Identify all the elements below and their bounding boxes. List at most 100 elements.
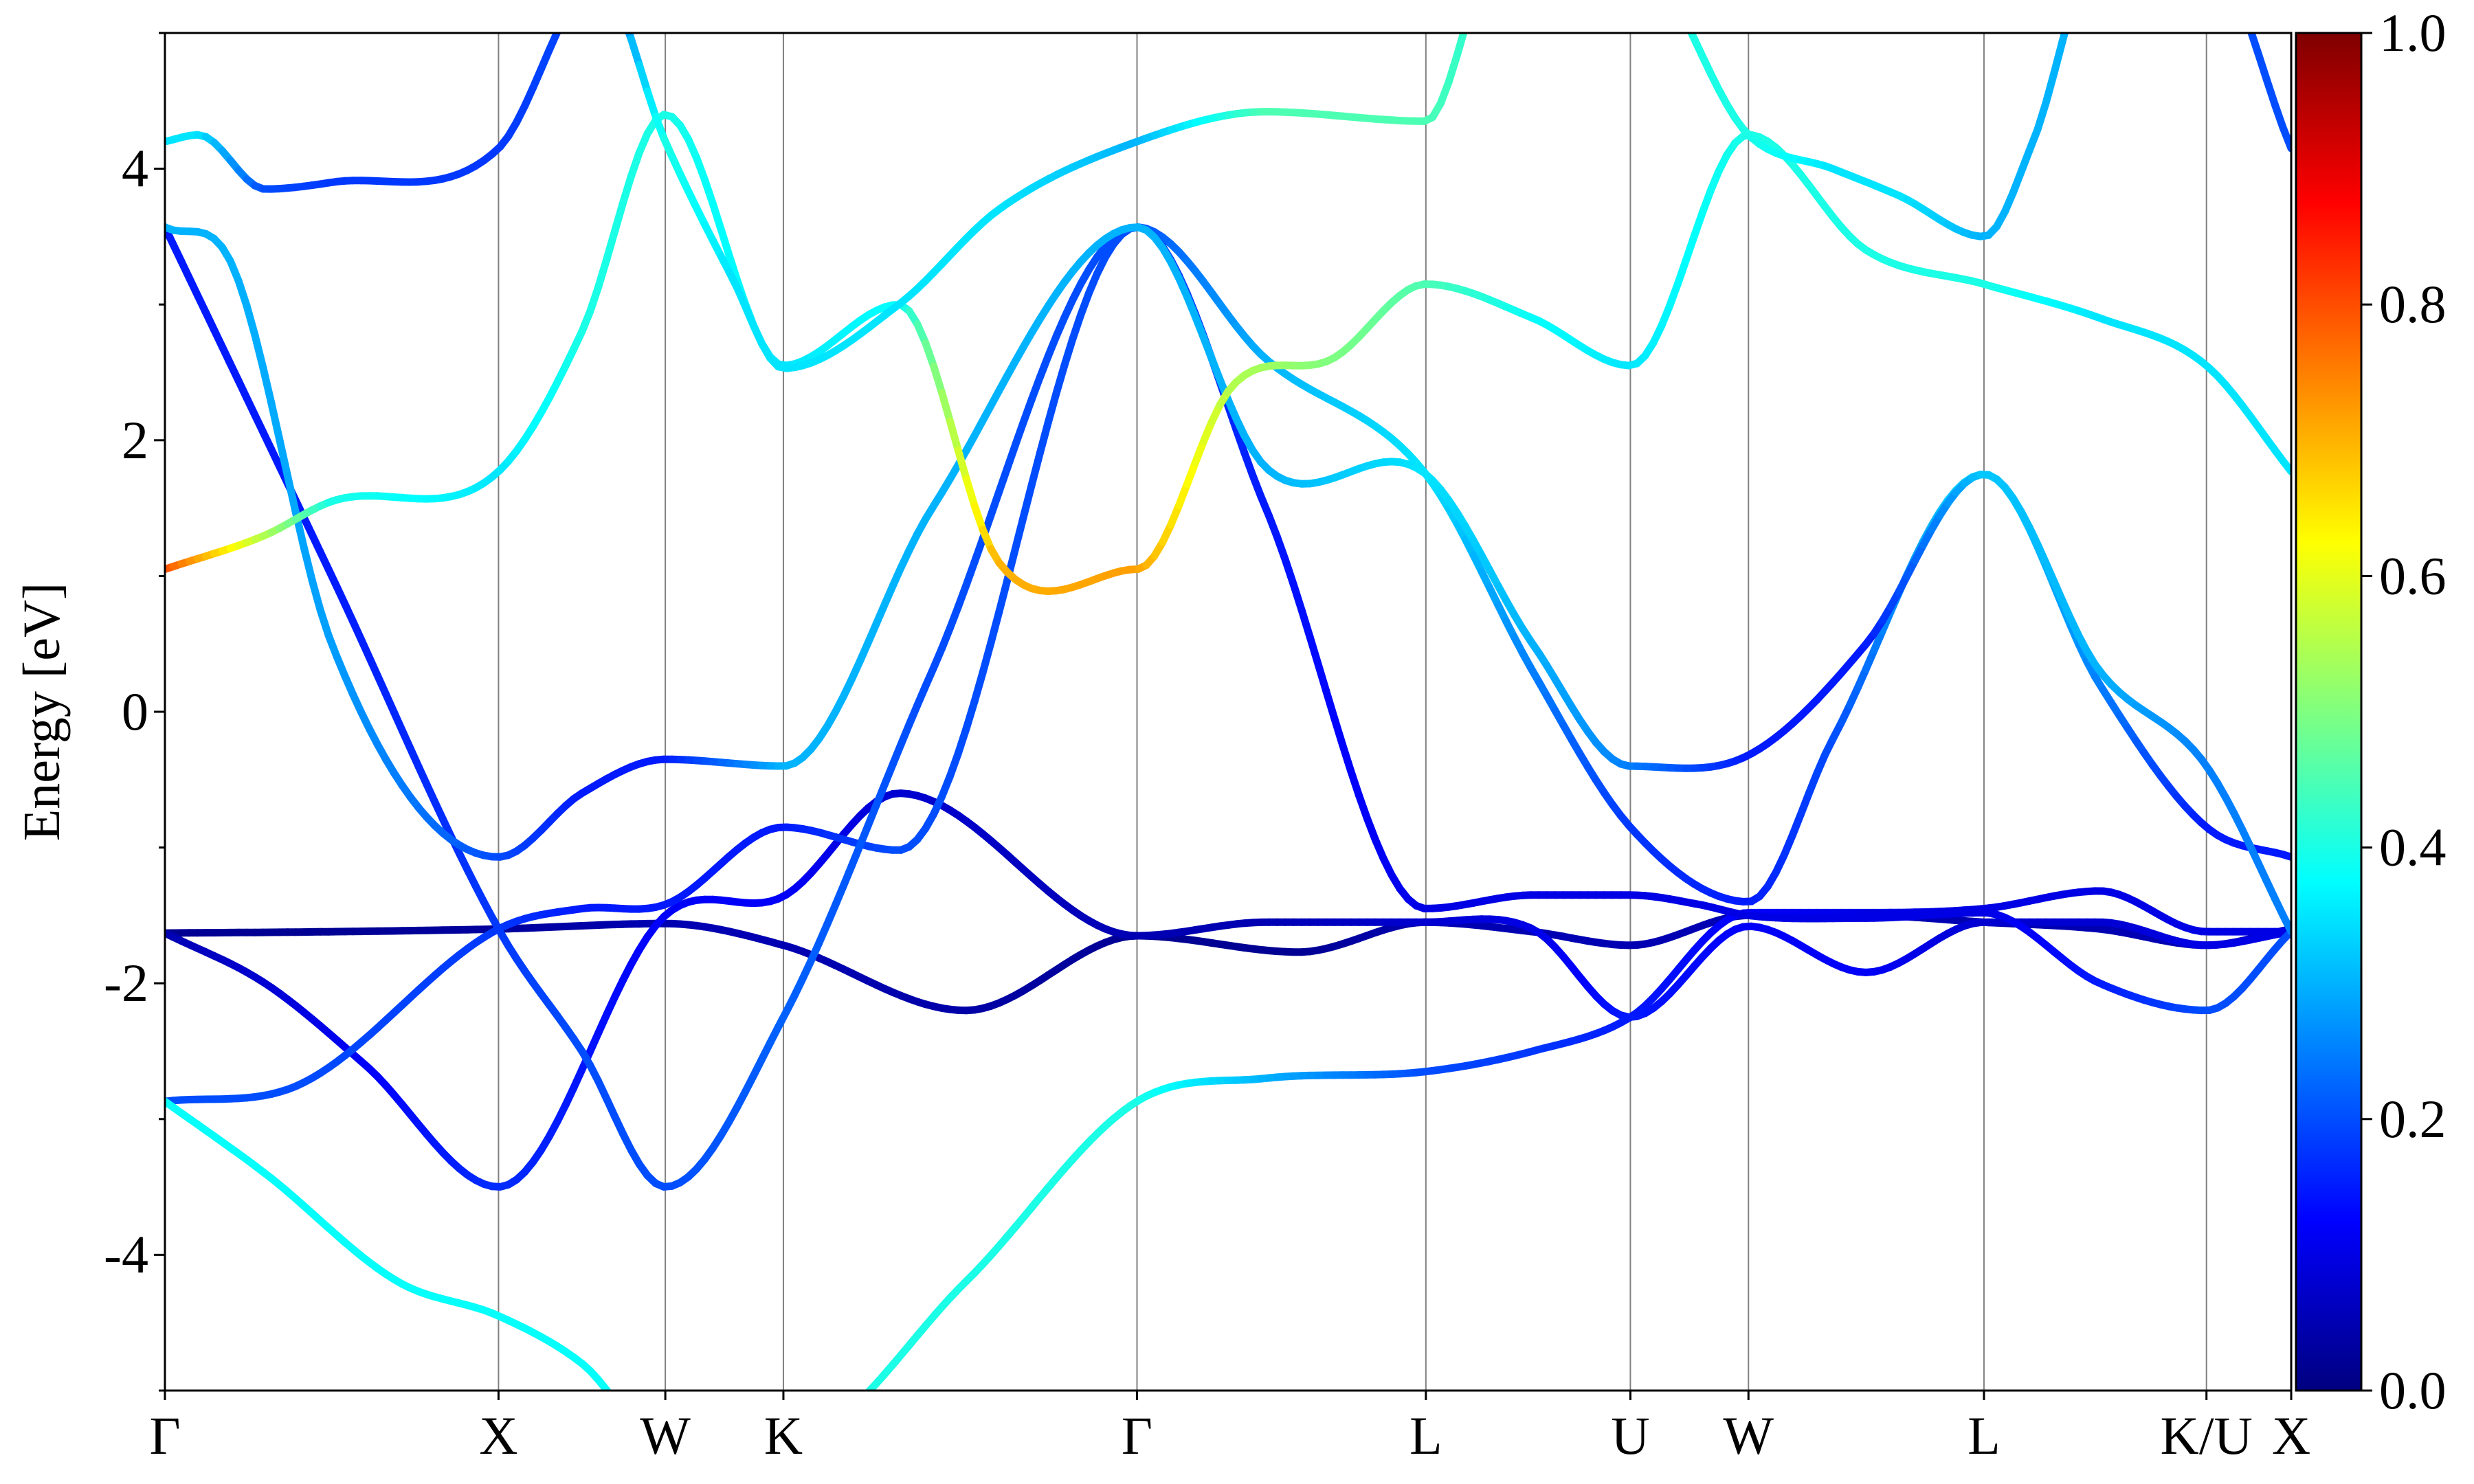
band-segment <box>1666 280 1682 310</box>
colorbar-tick-label: 0.4 <box>2379 818 2447 877</box>
band-segment <box>1682 232 1698 265</box>
band-segment <box>2262 76 2279 109</box>
band-segment <box>709 200 725 234</box>
band-segment <box>970 502 987 534</box>
band-segment <box>316 606 333 640</box>
band-segment <box>946 750 962 780</box>
band-segment <box>267 398 284 443</box>
band-segment <box>922 339 938 370</box>
band-segment <box>243 302 259 339</box>
band-segment <box>284 472 300 517</box>
band-1 <box>165 911 2291 1015</box>
band-segment <box>1436 78 1453 107</box>
band-lines <box>165 0 2291 1430</box>
band-segment <box>1240 449 1257 479</box>
band-segment <box>865 1389 872 1391</box>
y-tick-label: 4 <box>122 139 148 199</box>
band-segment <box>631 1421 639 1430</box>
band-segment <box>1052 361 1069 397</box>
band-segment <box>623 1411 631 1421</box>
band-segment <box>1678 5 1686 22</box>
band-segment <box>1027 373 1044 403</box>
band-segment <box>725 251 742 285</box>
band-segment <box>1347 767 1363 799</box>
band-segment <box>651 112 668 142</box>
band-segment <box>574 0 582 1</box>
y-tick-label: 2 <box>122 410 148 470</box>
band-segment <box>1069 311 1085 343</box>
band-segment <box>1355 791 1371 822</box>
band-segment <box>954 447 970 483</box>
band-segment <box>836 1416 844 1423</box>
y-tick-label: -2 <box>104 953 148 1013</box>
band-6 <box>165 223 2291 936</box>
band-segment <box>1698 187 1715 217</box>
band-segment <box>1297 606 1314 641</box>
x-tick-label: L <box>1968 1406 2001 1465</box>
band-segment <box>1027 449 1044 488</box>
band-segment <box>625 33 635 43</box>
band-segment <box>1060 335 1077 369</box>
band-segment <box>962 475 979 510</box>
band-segment <box>1690 209 1706 240</box>
x-tick-label: X <box>479 1406 517 1465</box>
high-symmetry-gridlines <box>498 33 2207 1391</box>
band-segment <box>2050 38 2066 78</box>
x-axis: Γ X W K Γ L U W L K/U X <box>149 1391 2310 1465</box>
band-segment <box>1012 513 1027 552</box>
band-segment <box>954 581 970 611</box>
band-segment <box>1306 633 1322 668</box>
band-segment <box>1012 418 1027 449</box>
band-segment <box>615 0 623 15</box>
band-segment <box>618 172 635 207</box>
band-segment <box>1183 458 1199 488</box>
band-segment <box>995 464 1012 496</box>
x-tick-label: K/U <box>2161 1406 2253 1465</box>
x-tick-label: U <box>1611 1406 1649 1465</box>
band-segment <box>1199 333 1216 363</box>
band-segment <box>1330 714 1347 749</box>
band-segment <box>308 576 324 614</box>
band-segment <box>627 148 643 181</box>
x-tick-label: W <box>640 1406 691 1465</box>
band-segment <box>1289 581 1306 614</box>
band-segment <box>2042 69 2058 107</box>
colorbar-tick-label: 0.2 <box>2379 1089 2447 1149</box>
band-segment <box>946 417 962 454</box>
band-segment <box>2234 0 2242 7</box>
band-segment <box>586 283 603 315</box>
y-axis-label: Energy [eV] <box>13 583 71 841</box>
x-tick-label: X <box>2272 1406 2310 1465</box>
band-segment <box>1265 512 1281 541</box>
band-segment <box>1044 389 1060 427</box>
band-segment <box>954 724 970 758</box>
band-segment <box>566 1 574 15</box>
band-4 <box>165 887 2291 1430</box>
band-segment <box>611 199 627 236</box>
x-tick-label: Γ <box>149 1406 180 1465</box>
band-segment <box>700 175 717 208</box>
band-segment <box>2279 124 2291 153</box>
band-segment <box>2017 146 2033 175</box>
band-segment <box>643 87 660 120</box>
x-tick-label: L <box>1409 1406 1442 1465</box>
band-segment <box>2033 99 2050 133</box>
x-tick-label: K <box>764 1406 803 1465</box>
band-segment <box>962 558 979 589</box>
band-segment <box>603 227 618 264</box>
band-segment <box>2071 0 2079 12</box>
band-segment <box>1003 440 1020 472</box>
band-segment <box>251 331 267 372</box>
colorbar-axis: 0.0 0.2 0.4 0.6 0.8 1.0 <box>2361 3 2447 1420</box>
band-segment <box>635 60 651 95</box>
band-segment <box>946 603 962 632</box>
band-segment <box>594 256 611 291</box>
band-segment <box>1273 533 1289 564</box>
y-axis: -4 -2 0 2 4 <box>104 32 165 1392</box>
band-2 <box>165 789 2291 1191</box>
band-5 <box>165 223 2291 1191</box>
band-segment <box>987 488 1003 519</box>
band-segment <box>1175 480 1191 509</box>
band-segment <box>1322 687 1339 722</box>
